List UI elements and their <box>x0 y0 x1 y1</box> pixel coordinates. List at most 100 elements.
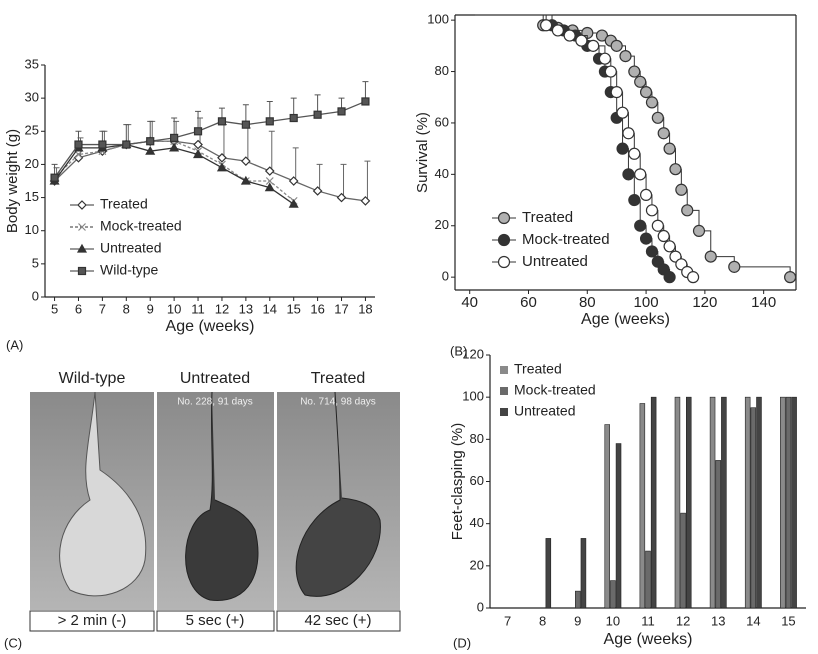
error-bar <box>244 127 251 162</box>
y-tick-label: 0 <box>442 269 449 284</box>
point <box>337 107 346 116</box>
legend-swatch <box>500 366 508 374</box>
x-tick-label: 11 <box>191 301 205 316</box>
caption-box <box>29 610 155 632</box>
y-tick-label: 35 <box>25 56 39 71</box>
bar <box>756 396 762 609</box>
y-tick-label: 30 <box>25 90 39 105</box>
x-tick-label: 15 <box>781 613 795 628</box>
error-bar <box>220 124 227 158</box>
point <box>598 52 612 65</box>
photo-title: Untreated <box>180 370 250 387</box>
legend-label: Treated <box>514 361 562 377</box>
panel-label: (A) <box>6 337 23 352</box>
y-axis-label: Body weight (g) <box>4 129 21 233</box>
point <box>610 39 623 52</box>
panel-c: Wild-type Untreated Treated No. 228, 91 … <box>4 370 401 650</box>
point <box>645 96 659 109</box>
x-tick-label: 15 <box>286 301 300 316</box>
point <box>639 232 653 245</box>
x-axis-label: Age (weeks) <box>604 631 693 648</box>
point <box>216 162 227 172</box>
point <box>651 219 664 232</box>
bar <box>715 460 721 609</box>
point <box>265 177 274 185</box>
bar <box>650 396 657 609</box>
point <box>74 140 83 149</box>
point <box>634 168 647 181</box>
photo-note: No. 228, 91 days <box>177 397 253 408</box>
y-tick-label: 60 <box>435 114 449 129</box>
bar <box>575 590 581 609</box>
point <box>628 65 641 78</box>
point <box>312 186 323 196</box>
point <box>604 65 617 78</box>
legend-label: Mock-treated <box>100 218 182 234</box>
point <box>728 260 741 273</box>
y-axis-label: Survival (%) <box>414 112 431 193</box>
photo-caption: 42 sec (+) <box>304 612 371 629</box>
x-tick-label: 40 <box>461 294 478 311</box>
point <box>645 245 659 258</box>
bar <box>580 538 587 609</box>
x-tick-label: 16 <box>310 301 324 316</box>
point <box>289 113 298 123</box>
bar <box>639 403 646 609</box>
legend-label: Untreated <box>514 403 575 419</box>
point <box>540 19 553 32</box>
point <box>651 111 664 124</box>
x-tick-label: 14 <box>746 613 760 628</box>
legend-label: Mock-treated <box>522 231 610 248</box>
point <box>663 271 676 284</box>
bar <box>674 396 681 609</box>
photo-note: No. 714, 98 days <box>300 397 376 408</box>
point <box>169 142 180 152</box>
error-bar <box>292 147 299 181</box>
point <box>193 149 204 159</box>
x-tick-label: 140 <box>751 294 776 311</box>
y-tick-label: 20 <box>25 156 39 171</box>
point <box>360 196 371 206</box>
legend-label: Wild-type <box>100 262 159 278</box>
point <box>241 120 250 129</box>
x-tick-label: 8 <box>539 613 546 628</box>
legend-label: Mock-treated <box>514 382 596 398</box>
y-tick-label: 60 <box>470 473 484 488</box>
legend-swatch <box>500 387 508 395</box>
x-tick-label: 7 <box>504 613 511 628</box>
point <box>628 147 641 160</box>
point <box>313 110 322 119</box>
point <box>146 137 155 146</box>
point <box>361 97 370 106</box>
point <box>692 224 706 237</box>
point <box>193 127 203 136</box>
bar <box>610 580 616 609</box>
point <box>675 183 688 196</box>
bar <box>780 396 786 609</box>
point <box>98 140 107 149</box>
point <box>681 204 694 217</box>
point <box>628 193 641 207</box>
bar <box>545 538 552 609</box>
y-tick-label: 5 <box>32 255 39 270</box>
x-tick-label: 120 <box>692 294 717 311</box>
bar <box>750 407 757 609</box>
legend-label: Treated <box>522 209 573 226</box>
point <box>639 188 653 202</box>
panel-label: (B) <box>450 343 467 358</box>
point <box>575 34 588 47</box>
point <box>265 117 274 126</box>
point <box>610 86 623 99</box>
point <box>50 173 59 182</box>
legend-swatch <box>500 408 508 416</box>
point <box>336 192 347 203</box>
point <box>563 29 576 42</box>
x-tick-label: 9 <box>147 301 154 316</box>
panel-label: (C) <box>4 635 22 650</box>
bar <box>686 396 692 609</box>
point <box>784 271 797 284</box>
x-tick-label: 12 <box>215 301 229 316</box>
y-tick-label: 10 <box>25 222 39 237</box>
legend-marker <box>497 255 511 269</box>
point <box>595 29 609 42</box>
